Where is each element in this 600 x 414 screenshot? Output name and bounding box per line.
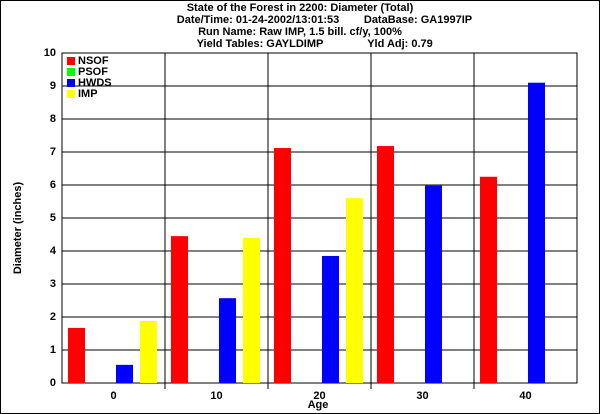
legend-label: PSOF: [78, 66, 108, 78]
bar: [480, 176, 497, 383]
y-tick-label: 10: [44, 47, 56, 59]
legend-label: IMP: [78, 88, 98, 100]
x-tick-label: 30: [416, 390, 428, 402]
bar: [322, 255, 339, 383]
y-tick-label: 0: [50, 377, 56, 389]
header-line: Run Name: Raw IMP, 1.5 bill. cf/y, 100%: [198, 26, 402, 38]
bar: [274, 148, 291, 383]
header-line: Yield Tables: GAYLDIMP: [197, 38, 324, 50]
bar: [116, 364, 133, 383]
x-tick-label: 0: [110, 390, 116, 402]
y-tick-label: 2: [50, 311, 56, 323]
chart-title: State of the Forest in 2200: Diameter (T…: [187, 2, 414, 14]
y-tick-label: 8: [50, 113, 56, 125]
y-tick-label: 1: [50, 344, 56, 356]
legend-swatch: [67, 57, 75, 65]
y-tick-label: 4: [50, 245, 57, 257]
bar: [243, 237, 260, 383]
legend-swatch: [67, 68, 75, 76]
legend-label: HWDS: [78, 77, 112, 89]
legend-label: NSOF: [78, 55, 109, 67]
bar: [219, 298, 236, 383]
y-tick-label: 7: [50, 146, 56, 158]
y-axis-label: Diameter (inches): [12, 182, 24, 275]
bar: [140, 320, 157, 383]
header-line: DataBase: GA1997IP: [364, 14, 472, 26]
x-tick-label: 10: [210, 390, 222, 402]
bar: [528, 82, 545, 383]
header-line: Yld Adj: 0.79: [367, 38, 433, 50]
bar: [425, 185, 442, 383]
bar: [377, 146, 394, 383]
x-tick-label: 20: [313, 390, 325, 402]
legend-swatch: [67, 79, 75, 87]
bar: [171, 236, 188, 383]
x-axis-label: Age: [308, 399, 329, 411]
legend-swatch: [67, 90, 75, 98]
y-tick-label: 5: [50, 212, 56, 224]
y-tick-label: 3: [50, 278, 56, 290]
y-tick-label: 9: [50, 80, 56, 92]
plot-frame: [61, 52, 578, 384]
x-tick-label: 40: [519, 390, 531, 402]
header-line: Date/Time: 01-24-2002/13:01:53: [177, 14, 339, 26]
bar: [346, 198, 363, 383]
y-tick-label: 6: [50, 179, 56, 191]
bar: [68, 327, 85, 383]
